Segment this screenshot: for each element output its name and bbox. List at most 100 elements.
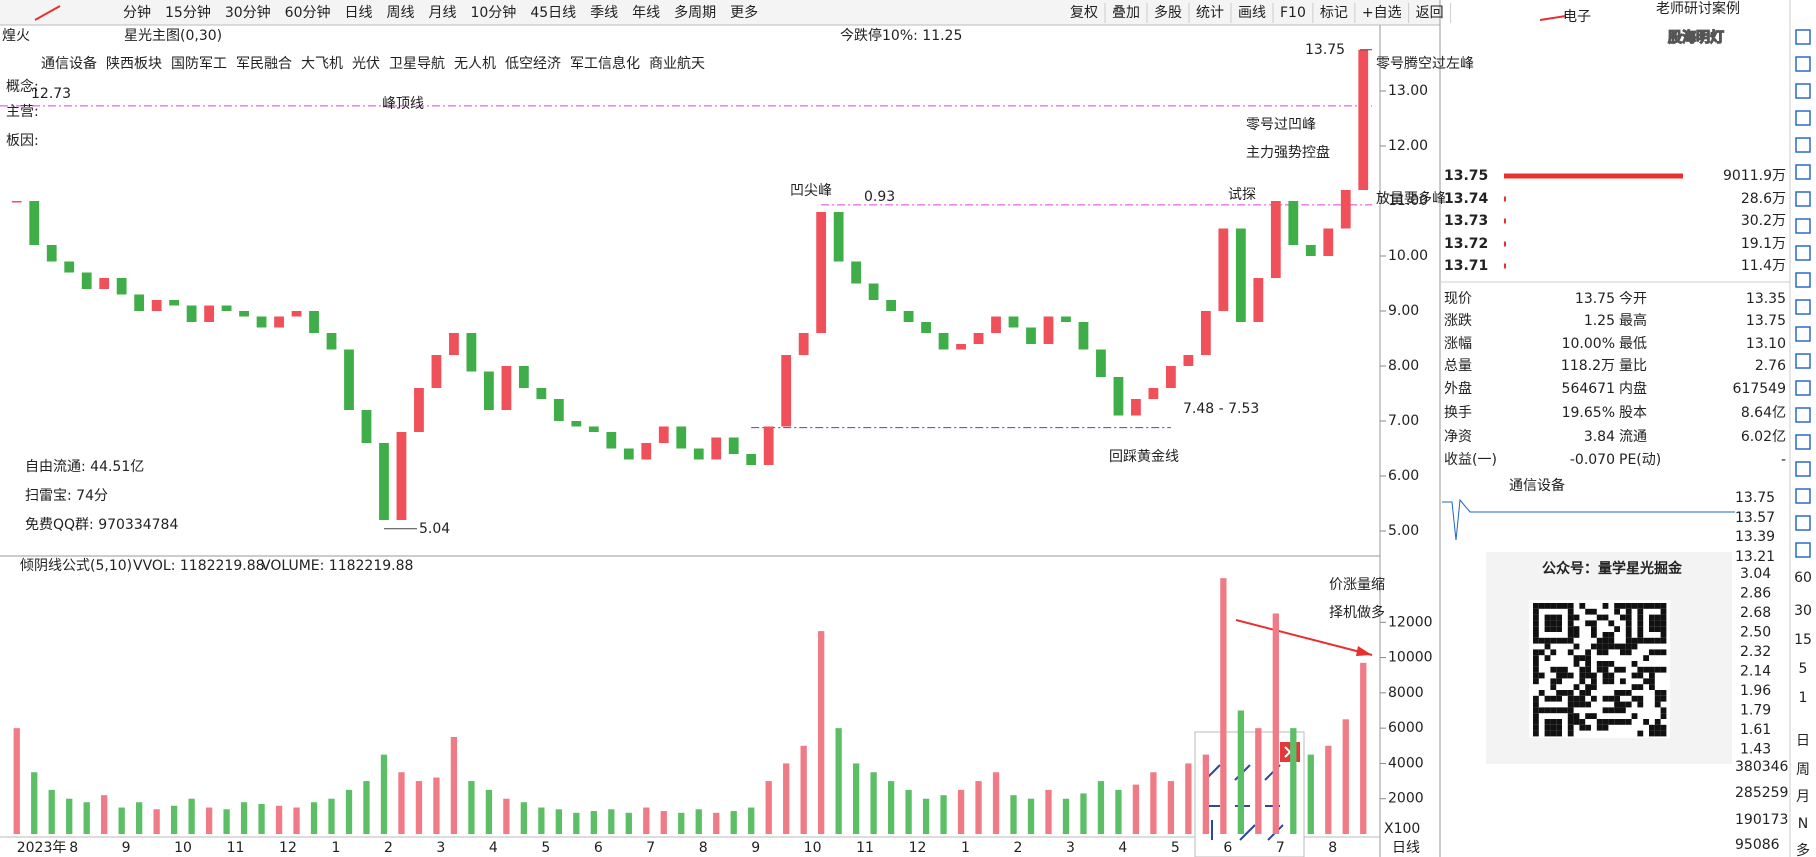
toolbar-button[interactable]: 标记 [1320, 5, 1348, 21]
toolbar-item[interactable]: 60分钟 [285, 4, 331, 21]
qr-cell [1649, 684, 1655, 690]
toolbar-item[interactable]: 更多 [730, 4, 758, 21]
x-tick-label: 2 [384, 840, 393, 856]
side-toolbar-item[interactable]: 多 [1796, 842, 1810, 857]
qr-cell [1643, 678, 1649, 685]
qr-cell [1625, 626, 1632, 632]
book-price: 13.75 [1444, 168, 1488, 184]
side-icon[interactable] [1795, 407, 1811, 423]
candle [29, 201, 40, 245]
side-icon[interactable] [1795, 191, 1811, 207]
side-toolbar-item[interactable]: 30 [1794, 603, 1812, 619]
side-icon[interactable] [1795, 326, 1811, 342]
toolbar-item[interactable]: 月线 [428, 5, 456, 21]
side-icon[interactable] [1795, 83, 1811, 99]
qr-cell [1596, 719, 1603, 725]
side-icon[interactable] [1795, 353, 1811, 369]
qr-cell [1620, 666, 1626, 673]
side-icon[interactable] [1795, 110, 1811, 126]
side-toolbar-item[interactable]: 60 [1794, 570, 1812, 586]
qr-cell [1538, 649, 1545, 656]
qr-cell [1643, 637, 1649, 644]
arrow [34, 5, 61, 21]
candle [1113, 377, 1124, 416]
volume-bar [975, 781, 982, 834]
annotation: 零号腾空过左峰 [1376, 55, 1474, 72]
toolbar-button[interactable]: 多股 [1154, 4, 1182, 21]
candle [641, 443, 652, 460]
toolbar-button[interactable]: 叠加 [1112, 5, 1140, 21]
qr-cell [1620, 701, 1626, 708]
toolbar-button[interactable]: +自选 [1362, 5, 1402, 21]
volume-bar [783, 763, 790, 834]
toolbar-item[interactable]: 多周期 [674, 4, 716, 21]
candle [623, 448, 634, 460]
side-icon[interactable] [1795, 380, 1811, 396]
period-label[interactable]: 日线 [1392, 840, 1420, 856]
toolbar-item[interactable]: 年线 [632, 5, 660, 21]
side-icon[interactable] [1795, 488, 1811, 504]
qr-cell [1533, 608, 1539, 615]
side-icon[interactable] [1795, 218, 1811, 234]
side-icon[interactable] [1795, 434, 1811, 450]
side-icon[interactable] [1795, 164, 1811, 180]
x-tick-label: 6 [1223, 840, 1232, 856]
qr-cell [1608, 661, 1615, 667]
side-icon[interactable] [1795, 299, 1811, 315]
toolbar-item[interactable]: 季线 [590, 5, 618, 21]
toolbar-button[interactable]: 复权 [1070, 4, 1098, 21]
qr-cell [1533, 724, 1539, 731]
side-icon[interactable] [1795, 542, 1811, 558]
side-icon[interactable] [1795, 29, 1811, 45]
book-volume: 11.4万 [1741, 258, 1786, 274]
toolbar-item[interactable]: 10分钟 [470, 4, 516, 21]
qr-cell [1637, 614, 1644, 621]
side-icon[interactable] [1795, 56, 1811, 72]
side-icon[interactable] [1795, 461, 1811, 477]
volume-bar [852, 763, 860, 834]
toolbar-button[interactable]: 返回 [1416, 5, 1444, 21]
toolbar-item[interactable]: 日线 [344, 5, 372, 21]
qr-cell [1585, 661, 1591, 667]
qr-cell [1562, 672, 1568, 679]
side-toolbar-item[interactable]: 5 [1799, 661, 1808, 677]
qr-cell [1637, 684, 1644, 690]
volume-bar [678, 812, 685, 834]
side-toolbar-item[interactable]: 1 [1799, 690, 1808, 706]
mini-label: 13.57 [1735, 510, 1775, 526]
side-toolbar-item[interactable]: 月 [1796, 789, 1810, 805]
volume-bar [415, 781, 423, 834]
side-icon[interactable] [1795, 515, 1811, 531]
side-toolbar-item[interactable]: 15 [1794, 632, 1812, 648]
low-label: 5.04 [419, 521, 450, 537]
toolbar-item[interactable]: 周线 [386, 5, 414, 21]
toolbar-button[interactable]: F10 [1280, 5, 1306, 21]
toolbar-item[interactable]: 15分钟 [165, 4, 211, 21]
side-toolbar-item[interactable]: N [1798, 816, 1808, 832]
annotation: 凹尖峰 [790, 183, 832, 199]
y-tick-label: 12.00 [1388, 138, 1428, 154]
qr-cell [1614, 603, 1620, 609]
side-icon[interactable] [1795, 137, 1811, 153]
qr-cell [1573, 701, 1580, 708]
x-tick-label: 1 [961, 840, 970, 856]
toolbar-item[interactable]: 30分钟 [225, 4, 271, 21]
quote-value: 10.00% [1562, 336, 1615, 352]
toolbar-item[interactable]: 45日线 [530, 5, 576, 21]
qr-cell [1533, 695, 1539, 702]
qr-cell [1585, 690, 1591, 696]
qr-cell [1544, 719, 1551, 725]
concept-tag: 低空经济 [505, 56, 561, 72]
side-icon[interactable] [1795, 272, 1811, 288]
toolbar-button[interactable]: 统计 [1196, 5, 1224, 21]
side-toolbar-item[interactable]: 日 [1796, 733, 1810, 749]
side-icon[interactable] [1795, 245, 1811, 261]
candle [798, 333, 809, 355]
qr-cell [1567, 632, 1574, 638]
toolbar-button[interactable]: 画线 [1238, 5, 1266, 21]
side-toolbar-item[interactable]: 周 [1796, 762, 1810, 778]
candle [361, 410, 372, 443]
candle [903, 311, 914, 322]
qr-cell [1556, 719, 1562, 725]
toolbar-item[interactable]: 分钟 [123, 4, 151, 21]
